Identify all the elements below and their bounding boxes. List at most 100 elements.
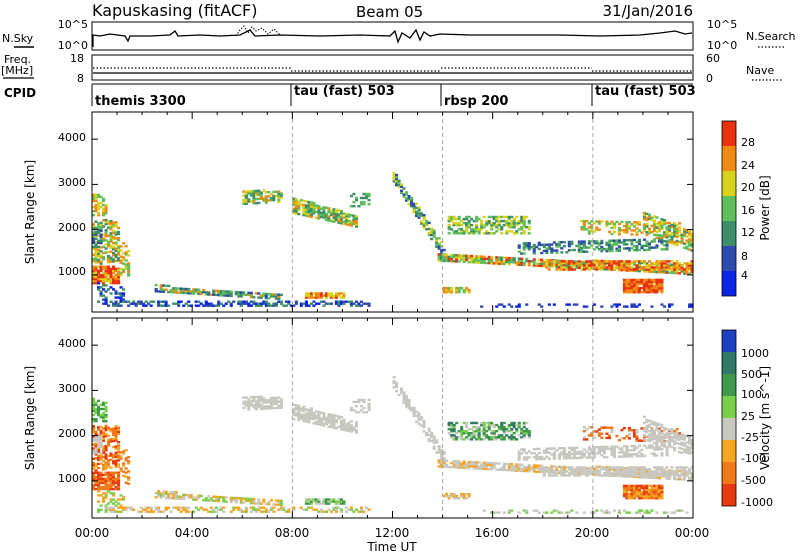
- power-cell-1497: [512, 226, 516, 229]
- velocity-cell-794: [322, 412, 326, 415]
- velocity-cell-999: [460, 466, 464, 469]
- power-cell-55: [107, 265, 111, 268]
- power-cell-1677: [630, 241, 634, 244]
- power-cell-213: [114, 231, 118, 234]
- velocity-cell-825: [337, 415, 341, 418]
- power-cell-2095: [570, 264, 574, 267]
- power-cell-340: [127, 304, 131, 307]
- velocity-cell-838: [344, 429, 348, 432]
- power-cell-886: [362, 203, 366, 206]
- power-cell-562: [284, 304, 288, 307]
- velocity-cell-1972: [665, 434, 669, 437]
- power-cell-267: [92, 241, 96, 244]
- power-cell-301: [104, 298, 108, 301]
- velocity-cell-2160: [647, 470, 651, 473]
- power-cell-1454: [492, 232, 496, 235]
- power-cell-204: [114, 259, 118, 263]
- power-cell-619: [309, 296, 313, 299]
- power-cell-793: [317, 205, 321, 208]
- power-cell-1300: [657, 271, 661, 274]
- velocity-cell-1952: [657, 431, 661, 434]
- velocity-cell-2239: [465, 492, 469, 496]
- velocity-cell-2224: [447, 494, 451, 498]
- power-cell-2332: [124, 253, 128, 256]
- power-cell-1397: [465, 230, 469, 233]
- velocity-cell-812: [332, 426, 336, 429]
- velocity-cell-74: [114, 479, 118, 483]
- power-cell-1934: [657, 282, 661, 286]
- velocity-cell-1857: [645, 492, 649, 496]
- velocity-cell-450: [217, 497, 221, 501]
- power-cell-629: [317, 292, 321, 295]
- velocity-cell-406: [167, 492, 171, 496]
- velocity-cell-1147: [575, 470, 579, 473]
- power-cell-995: [440, 257, 444, 260]
- velocity-cell-1870: [650, 492, 654, 496]
- power-cell-1820: [665, 225, 669, 229]
- velocity-cell-1576: [572, 452, 576, 456]
- velocity-cell-853: [352, 426, 356, 430]
- velocity-cell-2074: [577, 474, 581, 477]
- velocity-cell-1797: [622, 492, 626, 496]
- velocity-cell-1938: [652, 429, 656, 432]
- velocity-cell-635: [339, 498, 343, 501]
- power-cell-2039: [680, 233, 684, 236]
- velocity-cell-792: [322, 416, 326, 419]
- velocity-cell-1663: [630, 453, 634, 456]
- velocity-cell-403: [164, 490, 168, 493]
- power-cell-666: [247, 200, 251, 203]
- velocity-cell-793: [322, 414, 326, 417]
- velocity-cell-92: [92, 447, 96, 450]
- power-cell-972: [432, 233, 436, 236]
- velocity-cell-157: [104, 455, 108, 458]
- velocity-cell-1987: [670, 429, 674, 433]
- power-cell-974: [432, 229, 436, 232]
- power-cell-89: [92, 253, 96, 256]
- power-cell-776: [309, 201, 313, 204]
- velocity-cell-1088: [527, 470, 531, 473]
- velocity-cell-1384: [475, 430, 479, 433]
- velocity-cell-1642: [617, 455, 621, 458]
- power-cell-945: [417, 210, 421, 213]
- power-cell-478: [257, 296, 261, 299]
- velocity-cell-1632: [610, 449, 614, 452]
- velocity-cell-973: [440, 465, 444, 468]
- velocity-cell-2235: [462, 497, 466, 500]
- velocity-cell-1021: [475, 465, 479, 468]
- power-cell-2018: [673, 232, 677, 236]
- velocity-cell-362: [149, 510, 153, 513]
- velocity-cell-1155: [580, 468, 584, 472]
- power-cell-1799: [642, 229, 646, 232]
- velocity-cell-1583: [575, 446, 579, 449]
- power-cell-1762: [612, 224, 616, 228]
- power-cell-964: [427, 227, 431, 231]
- power-cell-1109: [522, 261, 526, 265]
- power-cell-1730: [582, 220, 586, 223]
- power-cell-238: [94, 203, 98, 207]
- velocity-cell-1565: [567, 457, 571, 460]
- power-cell-373: [177, 302, 181, 305]
- power-cell-114: [94, 220, 98, 223]
- velocity-cell-536: [254, 510, 258, 513]
- velocity-cell-1138: [567, 468, 571, 471]
- velocity-cell-629: [334, 500, 338, 503]
- power-cell-1398: [465, 228, 469, 231]
- power-cell-881: [354, 196, 358, 200]
- power-cell-1409: [467, 215, 471, 219]
- power-cell-1061: [487, 261, 491, 265]
- velocity-cell-1567: [567, 452, 571, 456]
- velocity-cell-2175: [660, 474, 664, 477]
- velocity-cell-1741: [622, 437, 626, 440]
- velocity-cell-863: [354, 411, 358, 414]
- power-cell-1208: [597, 267, 601, 271]
- velocity-cell-1943: [655, 438, 659, 441]
- power-cell-266: [92, 245, 96, 249]
- velocity-cell-1546: [552, 451, 556, 454]
- power-cell-192: [112, 254, 116, 257]
- power-cell-1600: [577, 246, 581, 249]
- power-cell-5: [92, 271, 96, 275]
- power-panel: Slant Range [km] 1000 2000 3000 4000: [23, 111, 694, 313]
- power-cell-434: [207, 293, 211, 296]
- velocity-cell-1823: [632, 494, 636, 498]
- velocity-cell-393: [157, 492, 161, 495]
